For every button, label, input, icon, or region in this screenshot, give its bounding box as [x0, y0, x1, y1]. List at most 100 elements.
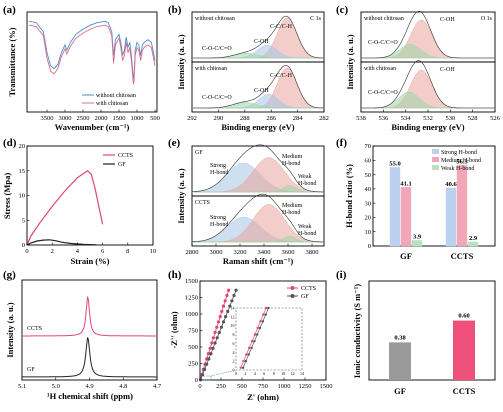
panel-b-x-tick-label: 288: [240, 115, 250, 122]
panel-f-y-tick-label: 0: [368, 243, 371, 250]
panel-h-y-tick-label: 500: [188, 344, 198, 351]
panel-f-category-label: CCTS: [451, 251, 474, 261]
panel-f-bar-value-label: 55.0: [389, 160, 400, 167]
panel-h-series-ccts-point: [218, 315, 222, 319]
panel-h-legend-marker-ccts: [290, 286, 295, 290]
panel-f-ticks: 0 10 20 30 40 50 60 70: [365, 143, 376, 250]
panel-b-bottom-ann-ccch: C-C/C-H: [270, 73, 293, 79]
panel-h-inset-gf-point: [264, 313, 267, 316]
panel-label-h: (h): [168, 269, 182, 281]
panel-f-y-tick-label: 30: [365, 200, 372, 207]
panel-h-y-tick-label: 0: [195, 377, 198, 384]
panel-b-x-tick-label: 282: [319, 115, 329, 122]
panel-c-x-tick-label: 534: [401, 115, 412, 122]
panel-h-inset-ccts-point: [242, 359, 245, 363]
panel-i-frame: [368, 280, 496, 381]
panel-c-plot-area: [361, 10, 495, 109]
panel-f-y-tick-label: 50: [365, 172, 372, 179]
panel-i-bar-value-label: 0.38: [394, 334, 406, 341]
panel-h-series-ccts-point: [213, 330, 217, 335]
panel-b-x-tick-label: 284: [293, 115, 304, 122]
panel-h-inset-ccts-point: [239, 366, 242, 369]
panel-b-x-ticks: 292 290 288 286 284 282: [187, 109, 329, 122]
panel-h-series-gf-point: [209, 352, 213, 356]
panel-h-ticks: 0 250 500 750 1000 1250 1500 0 250 500 750 1000 1250…: [185, 278, 333, 390]
panel-h-y-tick-label: 1500: [185, 278, 198, 285]
panel-b-plot-area: [192, 15, 325, 109]
panel-h-inset-gf-point: [258, 326, 262, 330]
panel-e-top-label: GF: [195, 150, 203, 156]
panel-f-bar-ccts-0: [445, 187, 457, 247]
panel-e-x-tick-label: 3600: [282, 249, 295, 256]
panel-h-inset-ccts-point: [250, 340, 254, 343]
panel-g-x-tick-label: 5.0: [52, 383, 60, 390]
panel-b-top-label: without chitosan: [195, 16, 235, 22]
panel-e-bottom-ann-weak: Weak: [298, 224, 312, 230]
panel-h-inset-gf-point: [250, 346, 253, 350]
panel-h-series-gf-point: [234, 288, 238, 292]
panel-g-x-ticks: 5.1 5.0 4.9 4.8 4.7: [18, 377, 162, 390]
panel-c-subplot-1-envelope: [361, 60, 495, 109]
panel-h-series-ccts-point: [210, 341, 214, 345]
panel-c-x-tick-label: 528: [468, 115, 478, 122]
panel-h-series-ccts-point: [221, 304, 226, 308]
panel-h-inset-gf-point: [244, 359, 248, 363]
panel-h-x-tick-label: 1000: [278, 383, 291, 390]
panel-h-inset-x-tick-label: 0: [235, 371, 237, 376]
panel-g-y-axis-title: Intensity (a. u.): [5, 302, 15, 357]
panel-f-legend-weak: Weak H-bond: [441, 166, 474, 172]
panel-h-y-tick-label: 250: [188, 361, 198, 368]
panel-h-series-gf-point: [228, 304, 232, 308]
panel-h-series-ccts-point: [225, 293, 229, 298]
panel-h-inset-y-tick-label: 10: [231, 323, 235, 328]
panel-f-bar-ccts-2: [467, 241, 479, 247]
panel-e-top-ann-strong-2: H-bond: [210, 170, 228, 176]
panel-label-b: (b): [168, 4, 182, 16]
panel-d-series-gf: [26, 239, 97, 246]
panel-f-y-axis-title: H-bond ratio (%): [344, 164, 354, 228]
panel-b-top-ann-coc: C-O-C/C=O: [202, 46, 232, 52]
panel-e-y-axis-title: Intensity (a. u.): [176, 168, 186, 223]
panel-e-subplot-0-peak-2: [192, 185, 324, 193]
panel-h-inset-x-tick-label: 12: [291, 371, 295, 376]
panel-h-inset-y-tick-label: 14: [231, 306, 235, 311]
panel-e-frame-bottom: [191, 195, 325, 247]
panel-b-top-ann-ccch: C-C/C-H: [270, 24, 293, 30]
panel-b-corner-label: C 1s: [310, 16, 322, 22]
panel-h-inset-y-tick-label: 8: [233, 332, 235, 337]
panel-label-c: (c): [336, 4, 349, 16]
panel-c-corner-label: O 1s: [481, 16, 493, 22]
panel-h-y-tick-label: 1000: [185, 311, 198, 318]
panel-g: 5.1 5.0 4.9 4.8 4.7 CCTS GF ¹H chemical shif…: [5, 279, 162, 401]
panel-g-x-tick-label: 4.9: [85, 383, 93, 390]
panel-d-x-tick-label: 10: [150, 248, 157, 255]
panel-f-legend-medium: Medium H-bond: [441, 158, 481, 164]
panel-h-series-gf-point: [200, 373, 205, 377]
panel-d-plot-area: [26, 170, 104, 246]
panel-g-label-ccts: CCTS: [27, 326, 42, 332]
panel-h-series-gf-point: [211, 346, 215, 350]
panel-a-x-tick-label: 1500: [113, 115, 126, 122]
panel-h-zoom-box: [200, 375, 212, 381]
panel-c-bottom-label: with chitosan: [364, 66, 396, 72]
panel-h-inset-ccts-point: [256, 326, 259, 330]
panel-b-bottom-label: with chitosan: [195, 66, 227, 72]
panel-h-series-ccts-point: [206, 352, 210, 356]
panel-f-legend: Strong H-bond Medium H-bond Weak H-bond: [432, 149, 481, 172]
panel-a-series-without-chitosan: [28, 20, 156, 80]
panel-i-bar-gf: [389, 342, 411, 380]
panel-h-series-gf-point: [230, 299, 234, 303]
panel-h-inset-gf-point: [247, 353, 250, 356]
panel-g-frame: [21, 279, 158, 381]
panel-i: 0.38 GF 0.60 CCTS Ionic conductivity (S m⁻¹…: [352, 280, 496, 396]
panel-f-frame: [372, 145, 496, 247]
panel-h-series-gf-point: [207, 357, 211, 361]
panel-a-x-tick-label: 3500: [41, 115, 54, 122]
panel-h-inset-x-tick-label: 8: [273, 371, 275, 376]
panel-c-x-tick-label: 532: [423, 115, 433, 122]
panel-d-y-tick-label: 15: [19, 168, 26, 175]
panel-h-series-gf-point: [219, 325, 223, 329]
panel-h-legend-gf: GF: [301, 294, 309, 300]
panel-b-x-axis-title: Binding energy (eV): [221, 122, 294, 132]
